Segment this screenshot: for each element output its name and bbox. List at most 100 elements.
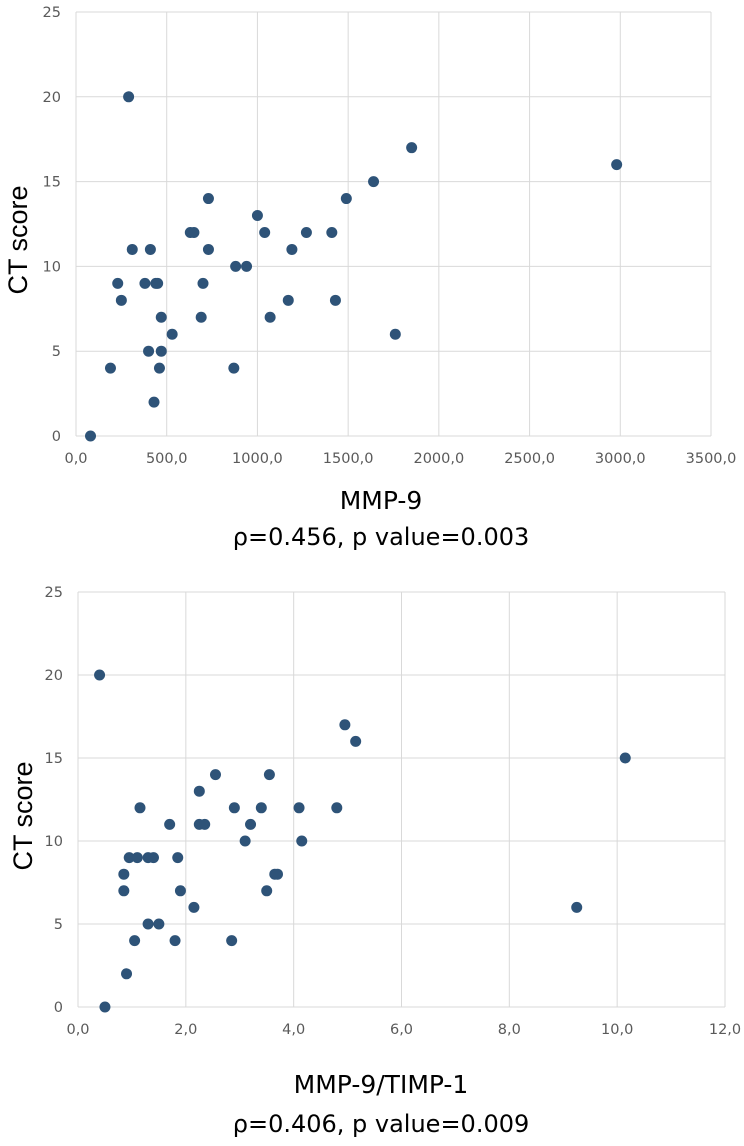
- mmp9-xtick-label: 500,0: [146, 451, 188, 467]
- mmp9-data-point-13: [155, 311, 167, 323]
- ratio-data-point-24: [239, 835, 251, 847]
- ratio-ytick-label: 20: [45, 668, 63, 684]
- ratio-data-point-4: [121, 968, 133, 980]
- ratio-data-point-2: [118, 868, 130, 880]
- mmp9-data-point-0: [85, 430, 97, 442]
- ratio-data-point-36: [571, 901, 583, 913]
- ratio-data-point-32: [296, 835, 308, 847]
- mmp9-data-point-35: [389, 328, 401, 340]
- ratio-xtick-label: 6,0: [390, 1022, 413, 1038]
- ratio-ytick-label: 15: [45, 751, 63, 767]
- mmp9-data-point-19: [197, 277, 209, 289]
- ratio-ytick-label: 0: [54, 1000, 63, 1016]
- mmp9-xtick-label: 1500,0: [323, 451, 374, 467]
- mmp9-data-point-14: [155, 345, 167, 357]
- ratio-xtick-label: 8,0: [498, 1022, 521, 1038]
- ratio-data-point-20: [199, 818, 211, 830]
- mmp9-data-point-36: [406, 142, 418, 154]
- mmp9-data-point-1: [104, 362, 116, 374]
- ratio-data-point-30: [271, 868, 283, 880]
- ratio-gridlines: [77, 591, 726, 1008]
- mmp9-data-point-34: [368, 176, 380, 188]
- mmp9-data-point-24: [241, 260, 253, 272]
- ratio-x-axis-label: MMP-9/TIMP-1: [294, 1070, 469, 1099]
- mmp9-xtick-label: 3500,0: [686, 451, 737, 467]
- ratio-data-point-13: [164, 818, 176, 830]
- mmp9-ytick-label: 5: [52, 344, 61, 360]
- mmp9-data-point-7: [143, 345, 155, 357]
- mmp9-gridlines: [75, 11, 712, 437]
- ratio-data-point-10: [142, 918, 154, 930]
- mmp9-data-point-6: [139, 277, 151, 289]
- mmp9-data-point-25: [251, 210, 263, 222]
- mmp9-points: [85, 91, 623, 442]
- ratio-xtick-label: 4,0: [282, 1022, 305, 1038]
- mmp9-tick-labels: 0 5 10 15 20 25 0,0 500,0 1000,0 1500,0 2000,0 2500…: [43, 5, 737, 467]
- ratio-correlation-stat: ρ=0.406, p value=0.009: [233, 1110, 530, 1138]
- mmp9-data-point-17: [188, 226, 200, 238]
- ratio-data-point-11: [147, 852, 159, 864]
- ratio-data-point-34: [339, 719, 351, 731]
- mmp9-data-point-27: [264, 311, 276, 323]
- ratio-data-point-22: [226, 935, 238, 947]
- ratio-data-point-26: [255, 802, 267, 814]
- mmp9-data-point-28: [282, 294, 294, 306]
- ratio-data-point-15: [172, 852, 184, 864]
- ratio-tick-labels: 0 5 10 15 20 25 0,0 2,0 4,0 6,0 8,0 10,0 12,0: [45, 585, 742, 1038]
- mmp9-data-point-33: [340, 193, 352, 205]
- mmp9-data-point-2: [112, 277, 124, 289]
- mmp9-ytick-label: 20: [43, 90, 61, 106]
- mmp9-ytick-label: 15: [43, 175, 61, 191]
- mmp9-data-point-4: [123, 91, 135, 103]
- mmp9-data-point-11: [152, 277, 164, 289]
- mmp9-data-point-5: [126, 243, 138, 255]
- ratio-xtick-label: 2,0: [174, 1022, 197, 1038]
- mmp9-data-point-37: [611, 159, 623, 171]
- ratio-data-point-0: [94, 669, 106, 681]
- ratio-points: [94, 669, 631, 1013]
- ratio-xtick-label: 12,0: [709, 1022, 741, 1038]
- mmp9-data-point-12: [153, 362, 165, 374]
- ratio-data-point-19: [193, 785, 205, 797]
- ratio-data-point-8: [134, 802, 146, 814]
- mmp9-data-point-3: [115, 294, 127, 306]
- mmp9-data-point-21: [202, 243, 214, 255]
- ratio-ytick-label: 25: [45, 585, 63, 601]
- ratio-data-point-31: [293, 802, 305, 814]
- mmp9-x-axis-label: MMP-9: [340, 486, 423, 515]
- mmp9-xtick-label: 0,0: [64, 451, 87, 467]
- ratio-data-point-3: [118, 885, 130, 897]
- mmp9-scatter-panel: 0 5 10 15 20 25 0,0 500,0 1000,0 1500,0 2000,0 2500…: [3, 5, 736, 551]
- ratio-data-point-23: [228, 802, 240, 814]
- mmp9-data-point-32: [329, 294, 341, 306]
- mmp9-data-point-22: [228, 362, 240, 374]
- mmp9-data-point-26: [259, 226, 271, 238]
- ratio-data-point-21: [209, 769, 221, 781]
- mmp9-y-axis-label: CT score: [3, 185, 33, 294]
- mmp9-xtick-label: 1000,0: [232, 451, 283, 467]
- ratio-xtick-label: 10,0: [601, 1022, 633, 1038]
- ratio-data-point-12: [153, 918, 165, 930]
- ratio-data-point-6: [129, 935, 141, 947]
- ratio-data-point-1: [99, 1001, 111, 1013]
- ratio-ytick-label: 5: [54, 917, 63, 933]
- mmp9-data-point-30: [300, 226, 312, 238]
- ratio-data-point-25: [245, 818, 257, 830]
- ratio-data-point-17: [188, 901, 200, 913]
- ratio-data-point-35: [350, 735, 362, 747]
- mmp9-ytick-label: 10: [43, 259, 61, 275]
- mmp9-xtick-label: 2500,0: [504, 451, 555, 467]
- mmp9-ytick-label: 0: [52, 429, 61, 445]
- mmp9-xtick-label: 3000,0: [595, 451, 646, 467]
- mmp9-correlation-stat: ρ=0.456, p value=0.003: [233, 523, 530, 551]
- ratio-scatter-panel: 0 5 10 15 20 25 0,0 2,0 4,0 6,0 8,0 10,0 12,0 CT sco…: [8, 585, 741, 1138]
- ratio-data-point-33: [331, 802, 343, 814]
- mmp9-ytick-label: 25: [43, 5, 61, 21]
- mmp9-data-point-18: [195, 311, 207, 323]
- mmp9-data-point-20: [202, 193, 214, 205]
- mmp9-data-point-9: [148, 396, 160, 408]
- mmp9-data-point-31: [326, 226, 338, 238]
- ratio-xtick-label: 0,0: [66, 1022, 89, 1038]
- ratio-data-point-37: [619, 752, 631, 764]
